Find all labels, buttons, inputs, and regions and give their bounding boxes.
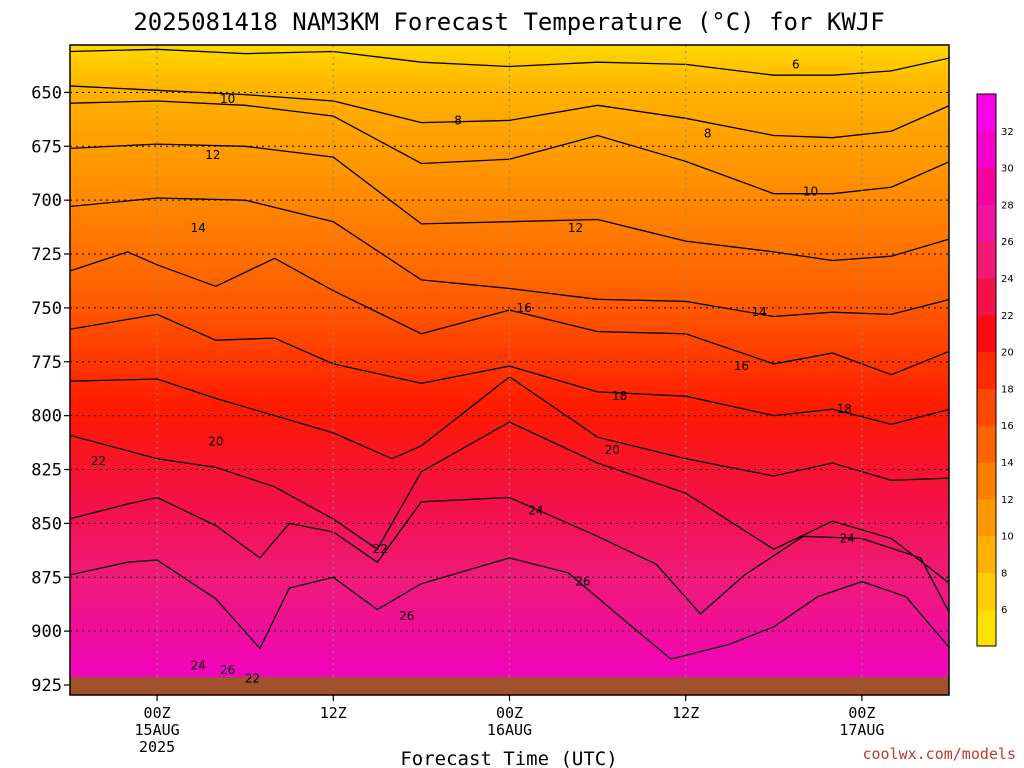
contour-label-22: 22 <box>91 454 106 468</box>
colorbar-segment <box>977 609 996 647</box>
y-tick-label: 775 <box>31 353 62 373</box>
grid-layer <box>70 45 949 695</box>
contour-label-20: 20 <box>605 443 620 457</box>
y-tick-label: 700 <box>31 191 62 211</box>
contour-line-18 <box>70 313 949 425</box>
chart-title: 2025081418 NAM3KM Forecast Temperature (… <box>133 8 884 36</box>
y-tick-label: 800 <box>31 407 62 427</box>
contour-label-8: 8 <box>704 126 712 140</box>
contour-label-26: 26 <box>220 663 235 677</box>
x-tick-label: 00Z <box>848 704 875 722</box>
colorbar: 6 8 10 12 14 16 18 20 22 24 26 28 30 32 <box>976 93 1014 647</box>
colorbar-frame <box>976 93 997 647</box>
plot-area: 6 8 8 10 10 12 12 14 14 16 16 18 18 20 20 22 22 22 24 24 24 2… <box>70 45 949 695</box>
colorbar-label: 26 <box>1001 237 1014 248</box>
y-axis: 650 675 700 725 750 775 800 825 850 875 900 925 <box>31 83 70 696</box>
y-tick-label: 900 <box>31 622 62 642</box>
colorbar-segment <box>977 462 996 500</box>
contour-label-24: 24 <box>528 503 543 517</box>
x-tick-label: 00Z <box>144 704 171 722</box>
y-tick-label: 750 <box>31 299 62 319</box>
contour-label-14: 14 <box>191 221 206 235</box>
y-tick-label: 650 <box>31 83 62 103</box>
x-tick-label: 17AUG <box>839 721 884 739</box>
contour-line-26 <box>70 557 949 660</box>
colorbar-label: 20 <box>1001 348 1014 359</box>
y-tick-label: 675 <box>31 137 62 157</box>
x-tick-label: 15AUG <box>135 721 180 739</box>
contour-label-18: 18 <box>837 402 852 416</box>
colorbar-label: 16 <box>1001 421 1014 432</box>
x-tick-label: 00Z <box>496 704 523 722</box>
contour-label-20: 20 <box>208 434 223 448</box>
colorbar-label: 10 <box>1001 532 1014 543</box>
y-tick-label: 925 <box>31 676 62 696</box>
colorbar-segment <box>977 94 996 132</box>
x-tick-label: 12Z <box>320 704 347 722</box>
contour-label-24: 24 <box>840 531 855 545</box>
y-tick-label: 725 <box>31 245 62 265</box>
contour-label-26: 26 <box>399 609 414 623</box>
colorbar-label: 8 <box>1001 568 1007 579</box>
colorbar-label: 24 <box>1001 274 1014 285</box>
contour-label-22: 22 <box>373 542 388 556</box>
contour-label-12: 12 <box>205 148 220 162</box>
contour-line-24 <box>70 496 949 615</box>
contour-layer <box>70 48 949 660</box>
colorbar-label: 12 <box>1001 495 1014 506</box>
ground-surface <box>70 677 949 695</box>
contour-label-10: 10 <box>220 92 235 106</box>
colorbar-label: 6 <box>1001 605 1007 616</box>
contour-label-22: 22 <box>245 672 260 686</box>
contour-label-12: 12 <box>568 221 583 235</box>
colorbar-segment <box>977 278 996 316</box>
colorbar-label: 28 <box>1001 200 1014 211</box>
contour-label-26: 26 <box>575 575 590 589</box>
colorbar-label: 14 <box>1001 458 1014 469</box>
colorbar-label: 22 <box>1001 311 1014 322</box>
colorbar-segment <box>977 351 996 389</box>
colorbar-segment <box>977 130 996 169</box>
contour-label-14: 14 <box>751 305 766 319</box>
colorbar-label: 30 <box>1001 164 1014 175</box>
colorbar-segment <box>977 388 996 426</box>
y-tick-label: 850 <box>31 514 62 534</box>
x-tick-label: 16AUG <box>487 721 532 739</box>
colorbar-label: 18 <box>1001 384 1014 395</box>
contour-line-22 <box>70 421 949 584</box>
x-tick-label: 12Z <box>672 704 699 722</box>
contour-label-layer: 6 8 8 10 10 12 12 14 14 16 16 18 18 20 20 22 22 22 24 24 24 2… <box>91 57 855 686</box>
contour-label-8: 8 <box>454 113 462 127</box>
contour-line-14 <box>70 197 949 318</box>
colorbar-segment <box>977 241 996 279</box>
contour-label-10: 10 <box>803 185 818 199</box>
credit-text: coolwx.com/models <box>862 745 1016 763</box>
contour-line-6 <box>70 48 949 76</box>
x-tick-label: 2025 <box>139 738 175 756</box>
colorbar-segment <box>977 314 996 353</box>
y-tick-label: 825 <box>31 461 62 481</box>
colorbar-segment <box>977 572 996 610</box>
colorbar-segment <box>977 535 996 573</box>
contour-label-18: 18 <box>612 389 627 403</box>
contour-line-20 <box>70 376 949 481</box>
contour-line-12 <box>70 143 949 262</box>
colorbar-segment <box>977 167 996 205</box>
contour-label-6: 6 <box>792 57 800 71</box>
colorbar-segment <box>977 204 996 242</box>
contour-label-16: 16 <box>734 359 749 373</box>
contour-line-16 <box>70 251 949 376</box>
colorbar-segment <box>977 425 996 463</box>
contour-label-24: 24 <box>191 659 206 673</box>
contour-line-8 <box>70 85 949 139</box>
colorbar-label: 32 <box>1001 127 1014 138</box>
colorbar-segment <box>977 498 996 537</box>
x-axis-label: Forecast Time (UTC) <box>400 748 617 768</box>
y-tick-label: 875 <box>31 568 62 588</box>
contour-label-16: 16 <box>517 301 532 315</box>
contour-line-10 <box>70 100 949 195</box>
